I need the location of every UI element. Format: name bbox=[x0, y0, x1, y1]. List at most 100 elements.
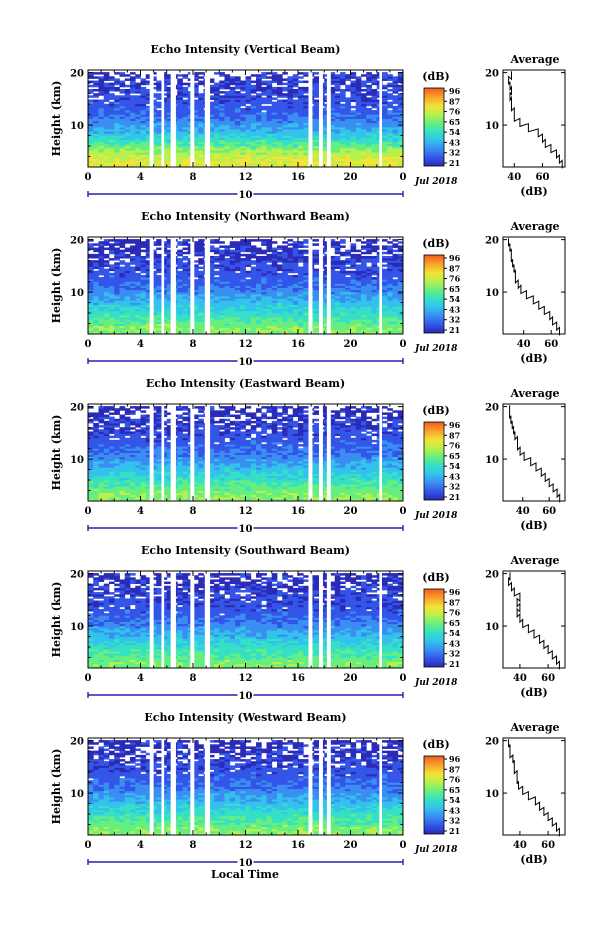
heatmap-cell bbox=[382, 281, 388, 284]
heatmap-cell bbox=[329, 122, 336, 126]
heatmap-cell bbox=[88, 126, 94, 130]
heatmap-cell bbox=[240, 304, 246, 307]
heatmap-cell bbox=[182, 308, 189, 312]
heatmap-cell bbox=[287, 120, 294, 124]
heatmap-cell bbox=[334, 110, 341, 113]
heatmap-cell bbox=[219, 268, 225, 272]
heatmap-cell bbox=[397, 110, 404, 113]
heatmap-cell bbox=[271, 152, 278, 155]
heatmap-cell bbox=[303, 272, 309, 276]
heatmap-cell bbox=[198, 331, 204, 335]
heatmap-cell bbox=[156, 306, 162, 310]
heatmap-cell bbox=[98, 315, 105, 318]
heatmap-cell bbox=[266, 124, 273, 128]
heatmap-cell bbox=[277, 133, 283, 136]
heatmap-cell bbox=[198, 110, 204, 113]
heatmap-cell bbox=[366, 135, 372, 138]
heatmap-cell bbox=[166, 129, 173, 132]
heatmap-cell bbox=[292, 331, 299, 335]
heatmap-cell bbox=[261, 321, 267, 324]
heatmap-cell bbox=[140, 308, 147, 312]
heatmap-cell bbox=[334, 137, 341, 140]
heatmap-cell bbox=[266, 272, 273, 276]
heatmap-cell bbox=[198, 287, 204, 291]
heatmap-cell bbox=[266, 156, 273, 159]
heatmap-cell bbox=[156, 258, 162, 261]
heatmap-cell bbox=[177, 258, 183, 261]
heatmap-cell bbox=[250, 114, 257, 117]
heatmap-cell bbox=[329, 308, 336, 312]
heatmap-cell bbox=[282, 266, 288, 270]
heatmap-cell bbox=[214, 298, 220, 301]
colorbar-tick-label: 76 bbox=[449, 107, 461, 117]
heatmap-cell bbox=[277, 76, 283, 79]
heatmap-cell bbox=[355, 95, 362, 98]
heatmap-cell bbox=[329, 270, 336, 274]
heatmap-cell bbox=[88, 293, 94, 297]
heatmap-cell bbox=[355, 101, 362, 105]
heatmap-cell bbox=[334, 139, 341, 143]
heatmap-cell bbox=[261, 91, 267, 94]
heatmap-cell bbox=[282, 312, 288, 316]
heatmap-cell bbox=[166, 331, 173, 335]
heatmap-cell bbox=[245, 329, 252, 333]
heatmap-cell bbox=[298, 298, 304, 301]
heatmap-cell bbox=[193, 114, 199, 117]
heatmap-cell bbox=[371, 116, 378, 119]
heatmap-cell bbox=[350, 264, 357, 267]
heatmap-cell bbox=[371, 156, 378, 159]
heatmap-cell bbox=[340, 74, 346, 77]
heatmap-cell bbox=[198, 312, 204, 316]
heatmap-cell bbox=[397, 310, 404, 314]
heatmap-cell bbox=[124, 310, 131, 314]
heatmap-cell bbox=[161, 312, 168, 316]
heatmap-cell bbox=[287, 143, 294, 147]
heatmap-cell bbox=[313, 78, 320, 81]
heatmap-cell bbox=[240, 329, 246, 333]
heatmap-cell bbox=[397, 116, 404, 119]
heatmap-cell bbox=[166, 124, 173, 128]
heatmap-cell bbox=[313, 110, 320, 113]
heatmap-cell bbox=[366, 126, 372, 130]
heatmap-cell bbox=[193, 285, 199, 289]
heatmap-cell bbox=[392, 145, 399, 149]
heatmap-cell bbox=[350, 287, 357, 291]
heatmap-cell bbox=[208, 150, 215, 153]
heatmap-cell bbox=[387, 264, 393, 267]
heatmap-cell bbox=[271, 308, 278, 312]
heatmap-cell bbox=[313, 118, 320, 122]
heatmap-cell bbox=[214, 84, 220, 88]
heatmap-cell bbox=[109, 302, 115, 305]
heatmap-cell bbox=[114, 105, 120, 109]
heatmap-cell bbox=[219, 327, 225, 331]
heatmap-cell bbox=[156, 304, 162, 307]
heatmap-cell bbox=[345, 304, 351, 307]
heatmap-cell bbox=[277, 112, 283, 115]
heatmap-cell bbox=[240, 289, 246, 293]
heatmap-cell bbox=[313, 317, 320, 320]
heatmap-cell bbox=[98, 266, 105, 270]
heatmap-cell bbox=[193, 124, 199, 128]
heatmap-cell bbox=[256, 291, 262, 295]
heatmap-cell bbox=[266, 145, 273, 149]
heatmap-cell bbox=[119, 101, 126, 105]
average-x-tick-label: 40 bbox=[507, 172, 521, 183]
heatmap-cell bbox=[298, 112, 304, 115]
heatmap-cell bbox=[124, 99, 131, 103]
heatmap-cell bbox=[88, 310, 94, 314]
heatmap-cell bbox=[387, 82, 393, 86]
heatmap-cell bbox=[98, 253, 105, 257]
heatmap-cell bbox=[214, 306, 220, 310]
heatmap-cell bbox=[250, 245, 257, 248]
heatmap-cell bbox=[240, 122, 246, 126]
heatmap-cell bbox=[208, 306, 215, 310]
heatmap-cell bbox=[282, 126, 288, 130]
heatmap-cell bbox=[130, 325, 136, 329]
heatmap-cell bbox=[282, 141, 288, 145]
heatmap-cell bbox=[145, 112, 152, 115]
heatmap-cell bbox=[109, 268, 115, 272]
heatmap-cell bbox=[329, 103, 336, 107]
heatmap-cell bbox=[298, 243, 304, 246]
heatmap-cell bbox=[161, 285, 168, 289]
heatmap-cell bbox=[235, 156, 241, 159]
